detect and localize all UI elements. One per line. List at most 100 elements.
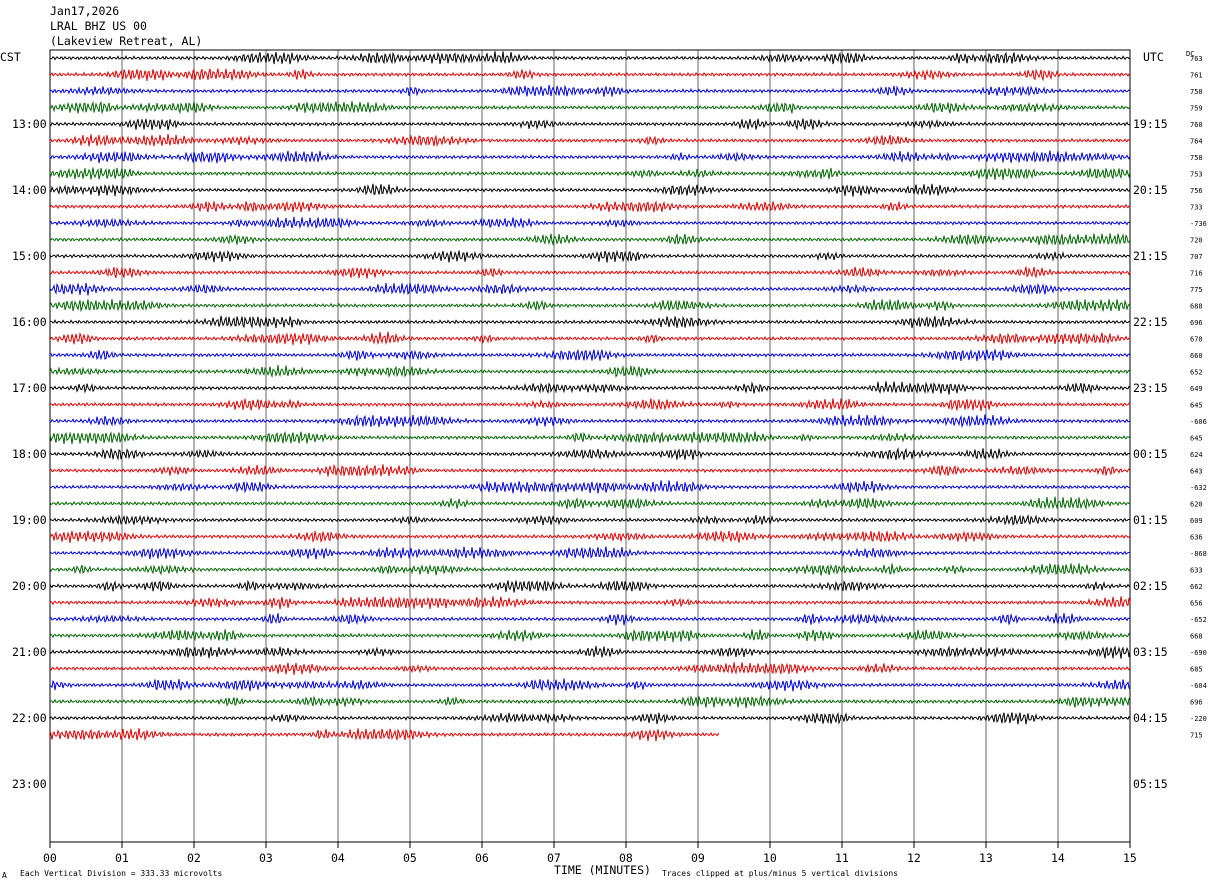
dc-offset-value: 716 bbox=[1190, 270, 1203, 278]
trace-line bbox=[49, 595, 1131, 610]
dc-offset-value: -606 bbox=[1190, 418, 1207, 426]
trace-line bbox=[49, 381, 1131, 395]
dc-offset-value: 649 bbox=[1190, 385, 1203, 393]
right-hour-label: 03:15 bbox=[1133, 645, 1168, 659]
dc-offset-value: 760 bbox=[1190, 121, 1203, 129]
dc-offset-value: 636 bbox=[1190, 534, 1203, 542]
dc-offset-value: 656 bbox=[1190, 600, 1203, 608]
x-tick-label: 14 bbox=[1051, 851, 1065, 865]
trace-line bbox=[49, 249, 1131, 263]
left-hour-label: 16:00 bbox=[12, 315, 47, 329]
x-tick-label: 13 bbox=[979, 851, 993, 865]
dc-offset-value: 720 bbox=[1190, 237, 1203, 245]
header-date: Jan17,2026 bbox=[50, 4, 119, 18]
trace-line bbox=[49, 348, 1131, 362]
dc-offset-value: 670 bbox=[1190, 336, 1203, 344]
trace-line bbox=[49, 133, 1131, 147]
right-hour-label: 02:15 bbox=[1133, 579, 1168, 593]
dc-offset-value: 624 bbox=[1190, 451, 1203, 459]
left-hour-label: 13:00 bbox=[12, 117, 47, 131]
x-tick-label: 02 bbox=[187, 851, 201, 865]
trace-line bbox=[49, 447, 1131, 461]
utc-label: UTC bbox=[1143, 50, 1164, 64]
right-hour-label: 05:15 bbox=[1133, 777, 1168, 791]
trace-line bbox=[49, 431, 1131, 445]
plot-frame bbox=[49, 49, 1131, 843]
trace-line bbox=[49, 364, 1131, 379]
right-hour-label: 04:15 bbox=[1133, 711, 1168, 725]
trace-line bbox=[49, 546, 1131, 560]
x-tick-label: 05 bbox=[403, 851, 417, 865]
trace-line bbox=[49, 183, 1131, 197]
trace-line bbox=[49, 563, 1131, 576]
dc-label: DC bbox=[1186, 50, 1194, 58]
dc-offset-value: 759 bbox=[1190, 105, 1203, 113]
plot-grid bbox=[49, 49, 1131, 843]
x-tick-label: 03 bbox=[259, 851, 273, 865]
x-tick-label: 09 bbox=[691, 851, 705, 865]
dc-offset-value: 660 bbox=[1190, 352, 1203, 360]
x-axis-ticks: 00 01 02 03 04 05 06 07 08 09 10 11 12 13 14 15 bbox=[43, 842, 1137, 865]
trace-line bbox=[49, 299, 1131, 313]
trace-line bbox=[49, 200, 1131, 213]
trace-line bbox=[49, 266, 1131, 279]
dc-offset-labels: 763 761 758 759 760 764 758 753 756 733 -736 720 707… bbox=[1190, 55, 1207, 740]
trace-line bbox=[49, 315, 1131, 329]
trace-line bbox=[49, 100, 1131, 115]
trace-line bbox=[49, 232, 1131, 247]
dc-offset-value: -220 bbox=[1190, 715, 1207, 723]
dc-offset-value: 758 bbox=[1190, 154, 1203, 162]
seismic-traces bbox=[49, 51, 1131, 742]
x-tick-label: 11 bbox=[835, 851, 849, 865]
x-tick-label: 06 bbox=[475, 851, 489, 865]
right-hour-label: 23:15 bbox=[1133, 381, 1168, 395]
trace-line bbox=[49, 480, 1131, 494]
x-tick-label: 10 bbox=[763, 851, 777, 865]
dc-offset-value: 696 bbox=[1190, 319, 1203, 327]
right-hour-label: 21:15 bbox=[1133, 249, 1168, 263]
dc-offset-value: 652 bbox=[1190, 369, 1203, 377]
trace-line bbox=[49, 629, 1131, 643]
left-hour-label: 17:00 bbox=[12, 381, 47, 395]
x-tick-label: 08 bbox=[619, 851, 633, 865]
dc-offset-value: 688 bbox=[1190, 303, 1203, 311]
right-time-labels: 19:15 20:15 21:15 22:15 23:15 00:15 01:15 02:15… bbox=[1133, 117, 1168, 791]
right-hour-label: 19:15 bbox=[1133, 117, 1168, 131]
dc-offset-value: 696 bbox=[1190, 699, 1203, 707]
trace-line bbox=[49, 496, 1131, 510]
x-axis-title: TIME (MINUTES) bbox=[554, 863, 651, 877]
trace-line bbox=[49, 398, 1131, 412]
right-hour-label: 01:15 bbox=[1133, 513, 1168, 527]
dc-offset-value: 715 bbox=[1190, 732, 1203, 740]
x-tick-label: 04 bbox=[331, 851, 345, 865]
trace-line bbox=[49, 579, 1131, 593]
header-location: (Lakeview Retreat, AL) bbox=[50, 34, 202, 48]
dc-offset-value: 668 bbox=[1190, 633, 1203, 641]
dc-offset-value: 633 bbox=[1190, 567, 1203, 575]
trace-line bbox=[49, 331, 1131, 346]
trace-line bbox=[49, 728, 720, 742]
dc-offset-value: 775 bbox=[1190, 286, 1203, 294]
header-station: LRAL BHZ US 00 bbox=[50, 19, 147, 33]
trace-line bbox=[49, 150, 1131, 164]
x-tick-label: 12 bbox=[907, 851, 921, 865]
trace-line bbox=[49, 68, 1131, 82]
left-hour-label: 20:00 bbox=[12, 579, 47, 593]
trace-line bbox=[49, 694, 1131, 709]
dc-offset-value: 643 bbox=[1190, 468, 1203, 476]
dc-offset-value: 645 bbox=[1190, 435, 1203, 443]
trace-line bbox=[49, 84, 1131, 97]
x-tick-label: 00 bbox=[43, 851, 57, 865]
right-hour-label: 00:15 bbox=[1133, 447, 1168, 461]
dc-offset-value: 685 bbox=[1190, 666, 1203, 674]
trace-line bbox=[49, 51, 1131, 65]
left-hour-label: 14:00 bbox=[12, 183, 47, 197]
dc-offset-value: 733 bbox=[1190, 204, 1203, 212]
dc-offset-value: -604 bbox=[1190, 682, 1207, 690]
right-hour-label: 22:15 bbox=[1133, 315, 1168, 329]
dc-offset-value: -652 bbox=[1190, 616, 1207, 624]
x-tick-label: 07 bbox=[547, 851, 561, 865]
dc-offset-value: 662 bbox=[1190, 583, 1203, 591]
dc-offset-value: 707 bbox=[1190, 253, 1203, 261]
